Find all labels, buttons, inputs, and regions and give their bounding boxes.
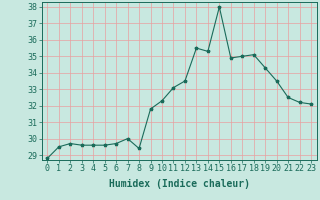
X-axis label: Humidex (Indice chaleur): Humidex (Indice chaleur): [109, 179, 250, 189]
